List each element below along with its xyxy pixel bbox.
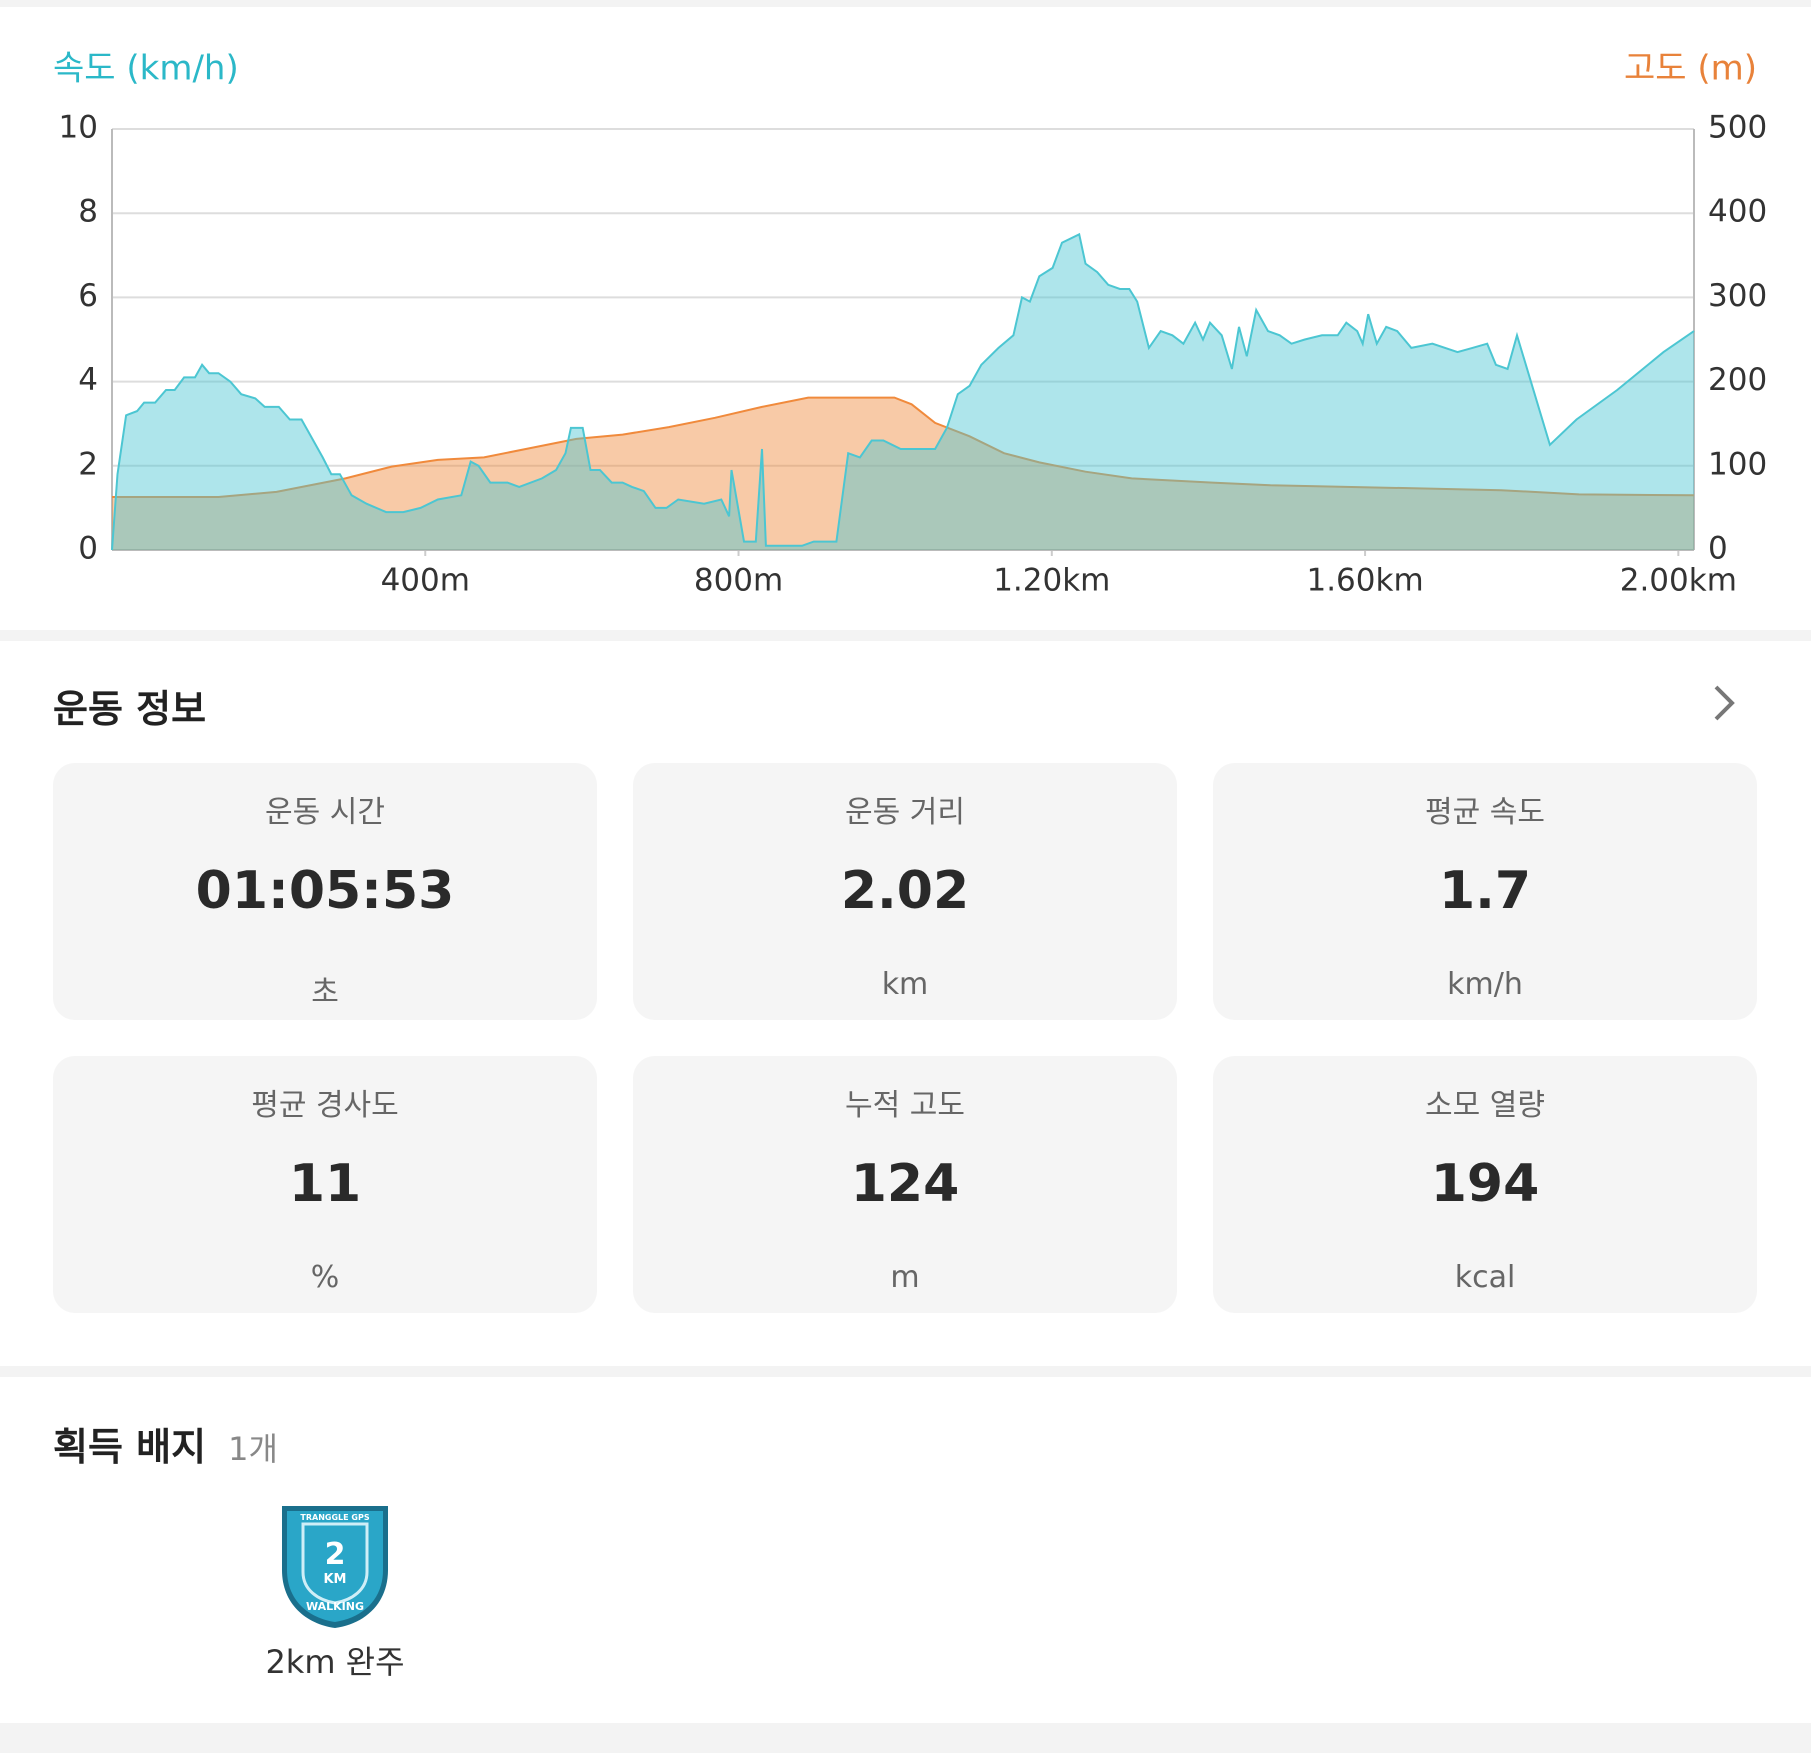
x-tick-label: 1.20km [993, 563, 1110, 599]
divider [0, 0, 1811, 7]
y-tick-label: 2 [78, 446, 98, 482]
stat-value: 124 [850, 1154, 960, 1214]
stat-card: 평균 속도 1.7 km/h [1213, 763, 1757, 1020]
stat-value: 1.7 [1438, 861, 1532, 921]
chevron[interactable] [1708, 683, 1738, 723]
x-tick-label: 2.00km [1620, 563, 1737, 599]
area-fill [112, 234, 1694, 551]
y-tick-label: 0 [78, 531, 98, 567]
section-title: 획득 배지 1개 [53, 1416, 278, 1471]
x-tick-label: 800m [694, 563, 783, 599]
x-tick-label: 400m [381, 563, 470, 599]
y2-tick-label: 400 [1708, 194, 1767, 230]
stat-unit: km/h [1447, 967, 1523, 1002]
divider [0, 1723, 1811, 1753]
area-fill [112, 397, 1694, 550]
stat-label: 소모 열량 [1425, 1088, 1545, 1123]
divider [0, 1366, 1811, 1377]
badge-text: 2 [325, 1537, 346, 1572]
badge-count: 1개 [228, 1430, 278, 1468]
stat-value: 194 [1430, 1154, 1540, 1214]
y2-tick-label: 500 [1708, 110, 1767, 146]
y2-tick-label: 300 [1708, 278, 1767, 314]
y2-axis-title: 고도 (m) [1624, 49, 1757, 89]
stat-value: 2.02 [840, 861, 970, 921]
badge-text: TRANGGLE GPS [300, 1513, 369, 1522]
stat-label: 운동 시간 [265, 795, 385, 830]
badge-icon[interactable]: TRANGGLE GPS 2 KM WALKING [276, 1500, 394, 1630]
badges-title: 획득 배지 [53, 1425, 207, 1469]
stat-card: 누적 고도 124 m [633, 1056, 1177, 1313]
x-tick-label: 1.60km [1306, 563, 1423, 599]
stat-unit: % [310, 1260, 340, 1295]
y-axis-title: 속도 (km/h) [53, 49, 239, 89]
stat-card: 운동 시간 01:05:53 초 [53, 763, 597, 1020]
chart: 속도 (km/h) 고도 (m) 02468100100200300400500… [53, 49, 1767, 599]
section-title: 운동 정보 [53, 687, 207, 731]
stat-card: 소모 열량 194 kcal [1213, 1056, 1757, 1313]
stat-card: 평균 경사도 11% [53, 1056, 597, 1313]
badge-label: 2km 완주 [265, 1643, 405, 1681]
stat-unit: m [890, 1260, 920, 1295]
stat-value: 01:05:53 [195, 861, 455, 921]
stat-card: 운동 거리 2.02 km [633, 763, 1177, 1020]
stat-unit: kcal [1454, 1260, 1516, 1295]
divider [0, 630, 1811, 641]
stat-label: 평균 속도 [1425, 795, 1545, 830]
stat-label: 평균 경사도 [251, 1088, 399, 1123]
stat-label: 누적 고도 [845, 1088, 965, 1123]
stat-unit: km [881, 967, 929, 1002]
y2-tick-label: 0 [1708, 531, 1728, 567]
stat-label: 운동 거리 [845, 795, 965, 830]
area-line [112, 396, 1695, 498]
stat-unit: 초 [311, 975, 339, 1010]
area-line [111, 232, 1695, 551]
y-tick-label: 8 [78, 194, 98, 230]
y-tick-label: 10 [59, 110, 98, 146]
y-tick-label: 6 [78, 278, 98, 314]
badge-text: KM [323, 1572, 346, 1587]
y-tick-label: 4 [78, 362, 98, 398]
y2-tick-label: 100 [1708, 446, 1767, 482]
y2-tick-label: 200 [1708, 362, 1767, 398]
badge-text: WALKING [306, 1600, 364, 1613]
stat-value: 11 [288, 1154, 362, 1214]
